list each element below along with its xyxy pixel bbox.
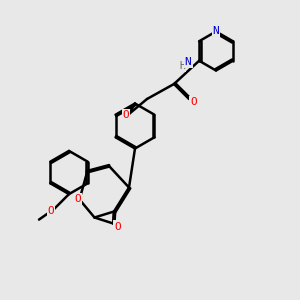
Text: N: N (185, 57, 191, 67)
Text: N: N (213, 26, 219, 37)
Text: O: O (75, 194, 81, 205)
Text: O: O (123, 110, 129, 121)
Text: O: O (190, 97, 197, 107)
Text: O: O (114, 221, 121, 232)
Text: O: O (48, 206, 54, 216)
Text: H: H (179, 61, 185, 71)
